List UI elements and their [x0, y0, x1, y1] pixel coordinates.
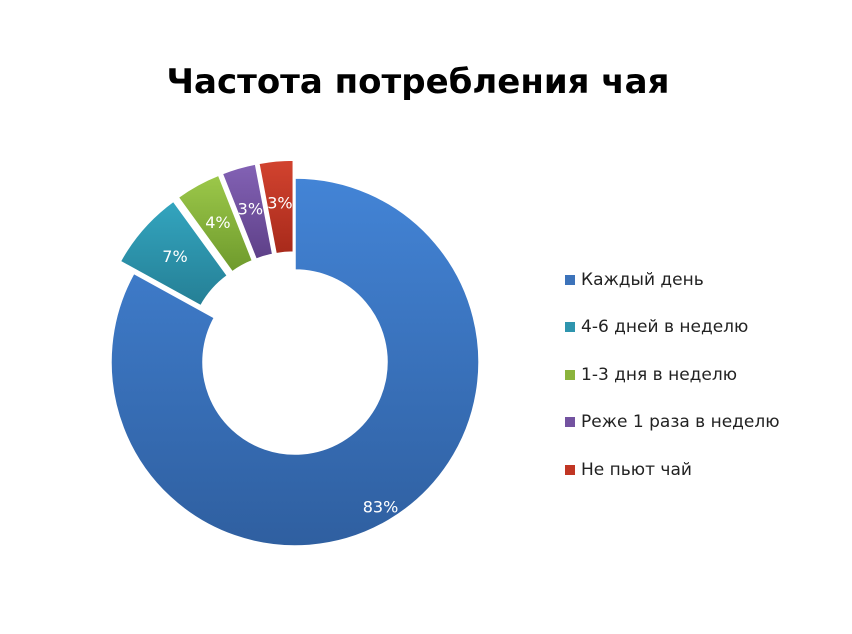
legend-swatch: [565, 274, 575, 285]
legend-item: Не пьют чай: [565, 446, 780, 494]
donut-slice: [177, 174, 254, 273]
legend: Каждый день 4-6 дней в неделю 1-3 дня в не…: [565, 256, 780, 494]
slice-data-label: 83%: [363, 498, 399, 517]
slice-data-label: 4%: [205, 213, 230, 232]
donut-slice: [221, 163, 274, 261]
slice-data-label: 3%: [238, 199, 263, 218]
donut-slice: [119, 200, 229, 307]
donut-slice: [110, 177, 480, 547]
legend-item: Реже 1 раза в неделю: [565, 399, 780, 447]
slice-data-label: 3%: [267, 194, 292, 213]
legend-item: 4-6 дней в неделю: [565, 304, 780, 352]
legend-swatch: [565, 464, 575, 475]
legend-swatch: [565, 369, 575, 380]
legend-item: Каждый день: [565, 256, 780, 304]
slice-data-label: 7%: [162, 247, 187, 266]
legend-swatch: [565, 322, 575, 333]
legend-label: 4-6 дней в неделю: [581, 317, 749, 338]
legend-swatch: [565, 417, 575, 428]
legend-label: 1-3 дня в неделю: [581, 364, 738, 385]
legend-label: Не пьют чай: [581, 459, 692, 480]
legend-label: Реже 1 раза в неделю: [581, 412, 780, 433]
donut-slice: [257, 159, 295, 255]
legend-label: Каждый день: [581, 269, 704, 290]
chart-title: Частота потребления чая: [166, 62, 670, 102]
legend-item: 1-3 дня в неделю: [565, 351, 780, 399]
